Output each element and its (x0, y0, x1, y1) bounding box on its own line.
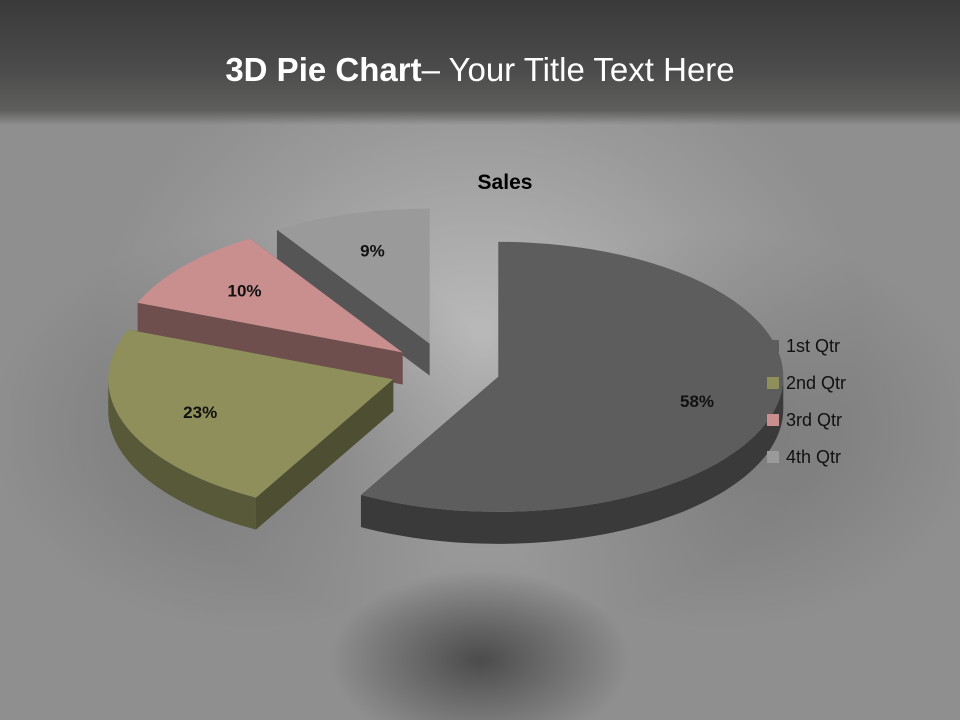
legend-label: 2nd Qtr (786, 373, 846, 393)
page-title: 3D Pie Chart– Your Title Text Here (0, 50, 960, 90)
page-title-rest: – Your Title Text Here (421, 51, 735, 88)
legend-item-2nd-qtr: 2nd Qtr (767, 373, 846, 393)
legend-label: 4th Qtr (786, 447, 841, 467)
pie-slice-2nd-qtr (108, 329, 394, 530)
pie-slice-rim (108, 379, 256, 530)
pie-slice-rim (360, 376, 784, 544)
data-label-3rd-qtr: 10% (227, 282, 261, 301)
pie-slice-side (255, 379, 394, 530)
pie-slice-1st-qtr (360, 241, 784, 544)
legend-swatch (767, 414, 779, 426)
legend-swatch (767, 340, 779, 352)
data-label-4th-qtr: 9% (360, 241, 385, 260)
pie-slice-side (137, 302, 403, 385)
chart-title: Sales (478, 171, 533, 194)
chart-legend: 1st Qtr 2nd Qtr 3rd Qtr 4th Qtr (767, 336, 846, 467)
page-title-bold: 3D Pie Chart (225, 51, 422, 88)
legend-label: 1st Qtr (786, 336, 840, 356)
legend-item-4th-qtr: 4th Qtr (767, 447, 841, 467)
pie-slice-3rd-qtr (137, 238, 403, 385)
pie-slice-top (137, 238, 403, 353)
data-label-1st-qtr: 58% (680, 392, 714, 411)
legend-label: 3rd Qtr (786, 410, 842, 430)
pie-plot: 58% 23% 10% 9% (108, 208, 784, 544)
data-label-2nd-qtr: 23% (183, 403, 217, 422)
legend-swatch (767, 451, 779, 463)
pie-slice-4th-qtr (276, 208, 430, 376)
pie-slice-side (276, 229, 430, 376)
pie-slice-top (276, 208, 430, 344)
title-band (0, 0, 960, 125)
pie-slice-top (108, 329, 394, 498)
legend-item-3rd-qtr: 3rd Qtr (767, 410, 842, 430)
pie-slice-top (360, 241, 784, 512)
legend-item-1st-qtr: 1st Qtr (767, 336, 840, 356)
legend-swatch (767, 377, 779, 389)
